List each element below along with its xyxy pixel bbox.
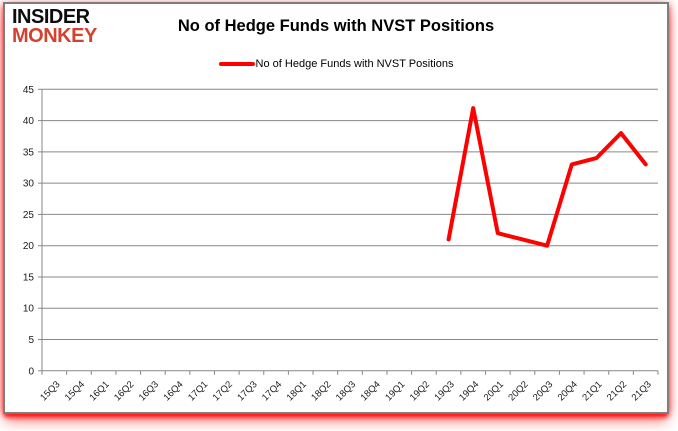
y-tick-label: 45: [23, 85, 35, 96]
x-tick-label: 18Q3: [334, 379, 358, 403]
x-tick-label: 21Q2: [605, 379, 629, 403]
chart-legend: No of Hedge Funds with NVST Positions: [5, 58, 667, 70]
y-tick-label: 20: [23, 241, 35, 252]
y-tick-label: 30: [23, 179, 35, 190]
legend-line-swatch: [218, 62, 255, 66]
y-tick-label: 35: [23, 147, 35, 158]
x-tick-label: 20Q4: [556, 379, 580, 403]
x-tick-label: 17Q4: [260, 379, 284, 403]
x-tick-label: 16Q1: [88, 379, 112, 403]
x-tick-label: 20Q1: [482, 379, 506, 403]
x-tick-label: 16Q4: [161, 379, 185, 403]
x-tick-label: 17Q1: [186, 379, 210, 403]
x-tick-label: 16Q2: [112, 379, 136, 403]
x-tick-label: 19Q1: [383, 379, 407, 403]
data-series-line: [446, 106, 648, 248]
x-tick-label: 21Q1: [580, 379, 604, 403]
x-tick-label: 19Q3: [432, 379, 456, 403]
x-tick-label: 16Q3: [137, 379, 161, 403]
y-tick-label: 25: [23, 210, 35, 221]
chart-title: No of Hedge Funds with NVST Positions: [177, 17, 495, 35]
x-tick-label: 15Q4: [63, 379, 87, 403]
insider-monkey-logo: INSIDER MONKEY: [12, 6, 97, 47]
x-tick-label: 21Q3: [630, 379, 654, 403]
y-tick-label: 15: [23, 272, 35, 283]
y-tick-label: 40: [23, 116, 35, 127]
x-tick-label: 18Q1: [285, 379, 309, 403]
y-tick-label: 5: [28, 335, 34, 346]
x-tick-label: 19Q2: [408, 379, 432, 403]
x-tick-label: 20Q2: [506, 379, 530, 403]
legend-label: No of Hedge Funds with NVST Positions: [255, 58, 454, 70]
x-tick-label: 18Q2: [309, 379, 333, 403]
x-tick-label: 15Q3: [38, 379, 62, 403]
y-tick-label: 10: [23, 304, 35, 315]
x-tick-label: 17Q2: [211, 379, 235, 403]
x-tick-label: 19Q4: [457, 379, 481, 403]
x-tick-label: 20Q3: [531, 379, 555, 403]
chart-card: INSIDER MONKEY No of Hedge Funds with NV…: [3, 2, 669, 414]
y-tick-label: 0: [28, 366, 34, 377]
x-tick-label: 17Q3: [235, 379, 259, 403]
hedge-funds-line-chart: 0 5 10 15 20 25 30 35 40 45 15Q3 15Q4 16Q1 16Q2 16Q3 16…: [23, 85, 659, 403]
logo-insider-text: INSIDER: [12, 6, 90, 28]
logo-monkey-text: MONKEY: [12, 25, 97, 47]
x-tick-label: 18Q4: [359, 379, 383, 403]
